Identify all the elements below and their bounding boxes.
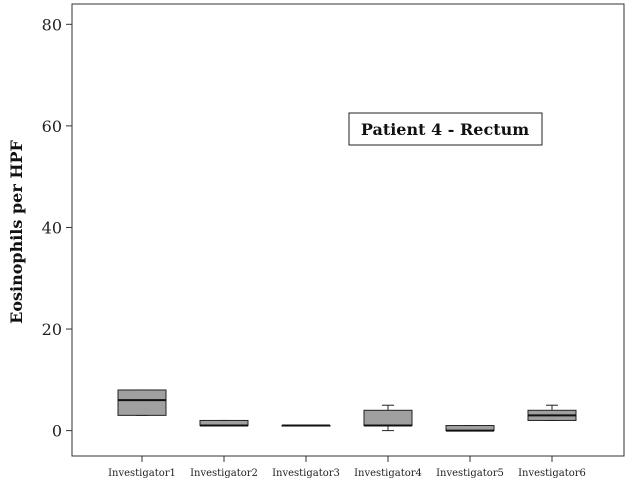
x-tick-label: Investigator1 [108, 468, 176, 479]
iqr-box [363, 409, 413, 427]
annotation-text: Patient 4 - Rectum [361, 120, 529, 139]
box-investigator1 [117, 389, 167, 416]
box-investigator5 [445, 425, 495, 432]
x-tick-label: Investigator5 [436, 468, 504, 479]
box-investigator4 [363, 404, 413, 432]
y-tick-label: 0 [52, 422, 62, 441]
box-investigator6 [527, 404, 577, 421]
annotation-frame [348, 112, 543, 146]
boxes-group [117, 389, 577, 432]
y-axis: 0 20 40 60 80 [42, 15, 72, 441]
x-tick-label: Investigator3 [272, 468, 340, 479]
y-tick-label: 60 [42, 117, 62, 136]
y-tick-label: 20 [42, 320, 62, 339]
x-axis: Investigator1 Investigator2 Investigator3 I… [108, 456, 586, 479]
x-tick-label: Investigator2 [190, 468, 258, 479]
iqr-box [117, 389, 167, 416]
box-investigator3 [281, 424, 331, 427]
y-axis-title: Eosinophils per HPF [7, 140, 26, 324]
x-tick-label: Investigator6 [518, 468, 586, 479]
plot-frame [71, 3, 625, 457]
box-investigator2 [199, 419, 249, 427]
annotation-box: Patient 4 - Rectum [348, 112, 543, 146]
y-tick-label: 40 [42, 218, 62, 237]
y-tick-label: 80 [42, 15, 62, 34]
x-tick-label: Investigator4 [354, 468, 422, 479]
